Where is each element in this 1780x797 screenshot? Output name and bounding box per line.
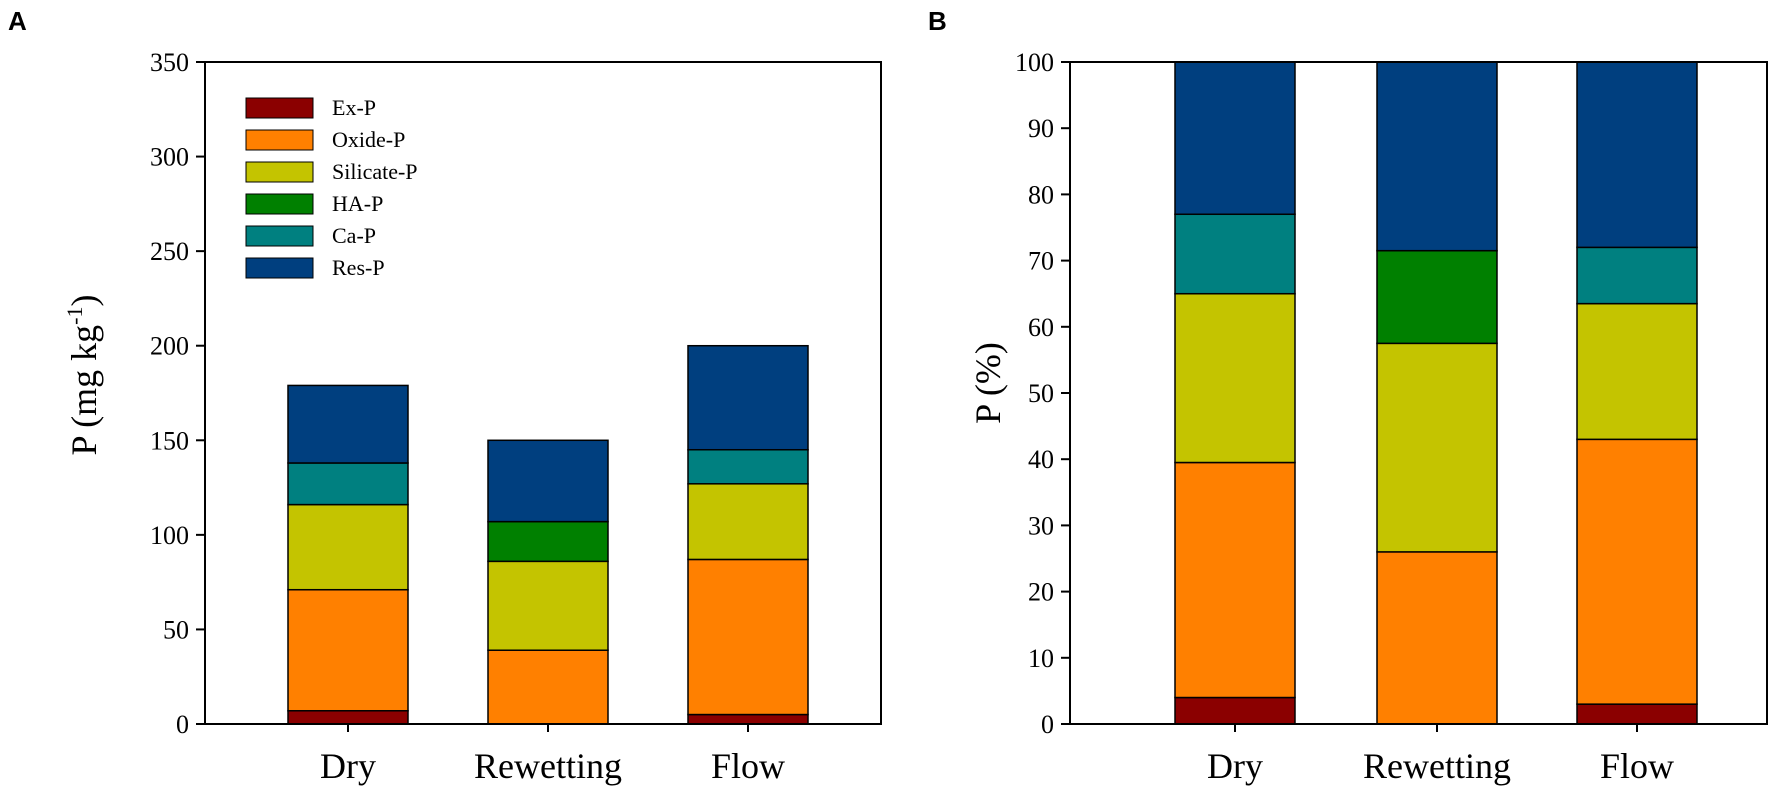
- chart-a: 0 50 100 150 200 250 300 350 Dry Rewetting Flow P…: [62, 48, 882, 786]
- legend-swatch-silicate-p: [245, 161, 314, 183]
- chart-a-bars: [287, 344, 809, 725]
- chart-a-bar-rewetting-silicate-p: [487, 560, 609, 651]
- chart-a-y-axis: 0 50 100 150 200 250 300 350: [150, 48, 205, 739]
- legend-label-ex-p: Ex-P: [332, 95, 376, 120]
- legend-label-ha-p: HA-P: [332, 191, 383, 216]
- legend-swatch-ex-p: [245, 97, 314, 119]
- chart-a-bar-rewetting-oxide-p: [487, 649, 609, 725]
- panel-label-a: A: [8, 6, 27, 36]
- chart-a-bar-dry-oxide-p: [287, 588, 409, 712]
- chart-a-x-axis: Dry Rewetting Flow: [320, 724, 785, 786]
- chart-b-bar-flow-res-p: [1576, 61, 1698, 249]
- legend-swatch-ca-p: [245, 225, 314, 247]
- chart-b-y-tick-label: 10: [1028, 644, 1054, 673]
- chart-b-x-axis: Dry Rewetting Flow: [1207, 724, 1674, 786]
- chart-a-y-tick-label: 200: [150, 332, 189, 361]
- chart-b-x-tick-label-rewetting: Rewetting: [1363, 746, 1511, 786]
- chart-a-x-tick-label-rewetting: Rewetting: [474, 746, 622, 786]
- chart-a-bar-flow-res-p: [687, 344, 809, 451]
- chart-a-bar-dry-silicate-p: [287, 503, 409, 591]
- chart-a-bar-dry-res-p: [287, 384, 409, 464]
- chart-b-y-tick-label: 70: [1028, 247, 1054, 276]
- chart-b-x-tick-label-flow: Flow: [1600, 746, 1674, 786]
- legend-swatch-oxide-p: [245, 129, 314, 151]
- chart-a-y-tick-label: 150: [150, 426, 189, 455]
- chart-b-y-tick-label: 40: [1028, 445, 1054, 474]
- chart-b-bar-flow-ex-p: [1576, 703, 1698, 725]
- chart-a-bar-dry-ex-p: [287, 710, 409, 725]
- chart-b-bar-rewetting-oxide-p: [1376, 551, 1498, 725]
- chart-a-bar-dry-ca-p: [287, 462, 409, 506]
- chart-a-x-tick-label-flow: Flow: [711, 746, 785, 786]
- legend-swatch-res-p: [245, 257, 314, 279]
- chart-b-y-tick-label: 60: [1028, 313, 1054, 342]
- legend-label-res-p: Res-P: [332, 255, 385, 280]
- chart-b-y-tick-label: 20: [1028, 578, 1054, 607]
- chart-b-bar-flow-silicate-p: [1576, 302, 1698, 441]
- chart-b-y-tick-label: 100: [1015, 48, 1054, 77]
- chart-a-y-axis-title: P (mg kg-1): [62, 294, 104, 455]
- chart-b-y-tick-label: 90: [1028, 114, 1054, 143]
- chart-b-bar-dry-silicate-p: [1174, 292, 1296, 464]
- chart-b-x-tick-label-dry: Dry: [1207, 746, 1263, 786]
- chart-b-y-tick-label: 80: [1028, 180, 1054, 209]
- legend-label-oxide-p: Oxide-P: [332, 127, 405, 152]
- chart-a-y-tick-label: 0: [176, 710, 189, 739]
- panel-label-b: B: [928, 6, 947, 36]
- chart-b-bar-rewetting-silicate-p: [1376, 342, 1498, 553]
- chart-b-bar-rewetting-res-p: [1376, 61, 1498, 252]
- chart-b-bar-dry-res-p: [1174, 61, 1296, 216]
- chart-b-bar-rewetting-ha-p: [1376, 249, 1498, 345]
- chart-b-bar-flow-ca-p: [1576, 246, 1698, 305]
- chart-a-y-tick-label: 300: [150, 143, 189, 172]
- chart-a-plot-frame: [204, 61, 882, 725]
- chart-a-bar-flow-silicate-p: [687, 483, 809, 561]
- legend-label-ca-p: Ca-P: [332, 223, 376, 248]
- chart-a-x-tick-label-dry: Dry: [320, 746, 376, 786]
- chart-b-y-tick-label: 0: [1041, 710, 1054, 739]
- chart-b-y-axis-title: P (%): [968, 342, 1008, 424]
- chart-a-bar-flow-ex-p: [687, 713, 809, 725]
- chart-a-y-tick-label: 250: [150, 237, 189, 266]
- legend-swatch-ha-p: [245, 193, 314, 215]
- chart-b-y-axis: 0 10 20 30 40 50 60 70 80 90 100: [1015, 48, 1070, 739]
- chart-b-bar-flow-oxide-p: [1576, 438, 1698, 705]
- chart-a-bar-flow-ca-p: [687, 448, 809, 485]
- chart-a-y-tick-label: 350: [150, 48, 189, 77]
- chart-a-y-tick-label: 100: [150, 521, 189, 550]
- chart-a-bar-rewetting-res-p: [487, 439, 609, 523]
- chart-a-legend: Ex-P Oxide-P Silicate-P HA-P Ca-P Res-P: [245, 95, 418, 280]
- chart-b-y-tick-label: 50: [1028, 379, 1054, 408]
- chart-b-bars: [1174, 61, 1698, 725]
- chart-b-bar-dry-oxide-p: [1174, 461, 1296, 699]
- chart-a-bar-flow-oxide-p: [687, 558, 809, 716]
- chart-a-y-tick-label: 50: [163, 615, 189, 644]
- chart-b-y-tick-label: 30: [1028, 511, 1054, 540]
- chart-a-bar-rewetting-ha-p: [487, 520, 609, 563]
- chart-b-bar-dry-ex-p: [1174, 696, 1296, 725]
- chart-b-bar-dry-ca-p: [1174, 213, 1296, 295]
- legend-label-silicate-p: Silicate-P: [332, 159, 418, 184]
